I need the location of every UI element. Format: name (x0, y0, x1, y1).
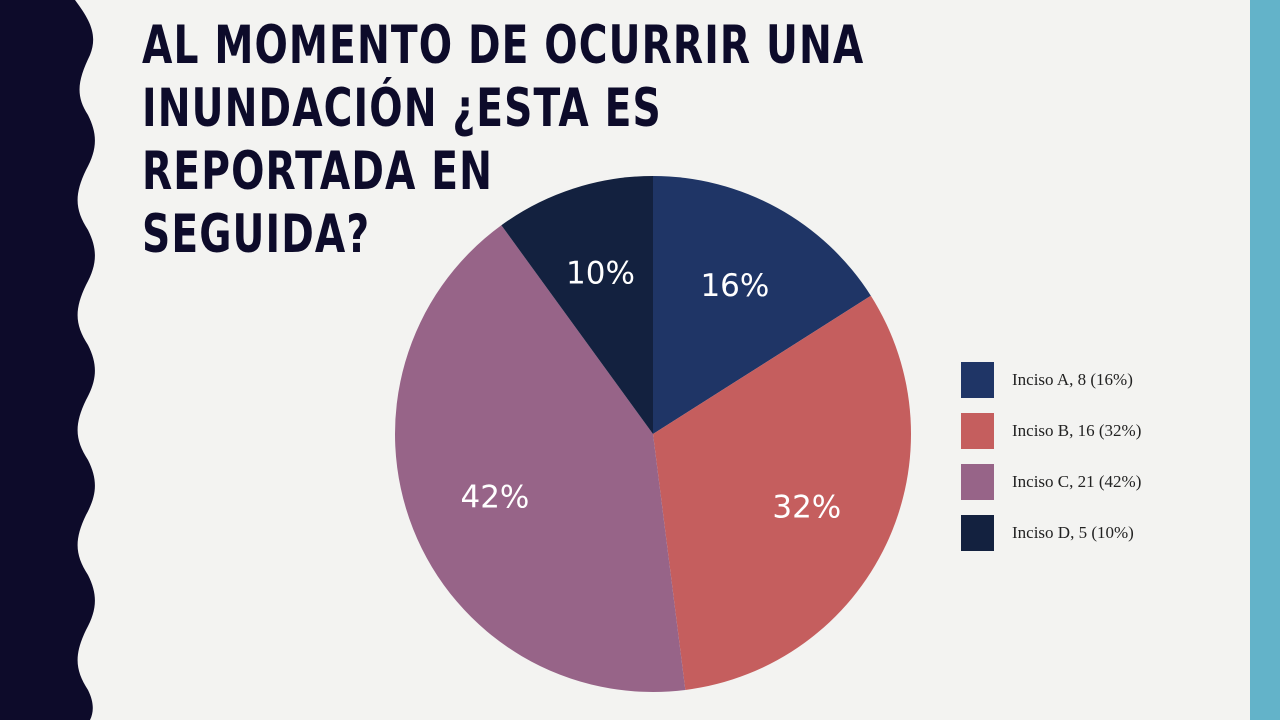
pie-slice-d (501, 176, 653, 434)
wave-shape (0, 0, 95, 720)
legend-swatch-b (961, 413, 994, 449)
legend-swatch-c (961, 464, 994, 500)
slice-label-b: 32% (772, 489, 841, 525)
legend-swatch-d (961, 515, 994, 551)
chart-legend: Inciso A, 8 (16%) Inciso B, 16 (32%) Inc… (961, 362, 1141, 566)
slide-title: AL MOMENTO DE OCURRIR UNA INUNDACIÓN ¿ES… (142, 15, 865, 265)
slice-label-c: 42% (460, 480, 529, 516)
legend-item-d: Inciso D, 5 (10%) (961, 515, 1141, 551)
legend-label-a: Inciso A, 8 (16%) (1012, 370, 1133, 389)
wavy-left-band (0, 0, 95, 720)
legend-swatch-a (961, 362, 994, 398)
slice-label-d: 10% (566, 255, 635, 291)
pie-slice-a (653, 176, 871, 434)
legend-item-a: Inciso A, 8 (16%) (961, 362, 1141, 398)
legend-label-b: Inciso B, 16 (32%) (1012, 421, 1142, 440)
slice-label-a: 16% (700, 268, 769, 304)
legend-item-c: Inciso C, 21 (42%) (961, 464, 1141, 500)
legend-label-c: Inciso C, 21 (42%) (1012, 472, 1142, 491)
right-accent-bar (1250, 0, 1280, 720)
pie-slice-c (395, 225, 686, 692)
legend-label-d: Inciso D, 5 (10%) (1012, 523, 1134, 542)
legend-item-b: Inciso B, 16 (32%) (961, 413, 1141, 449)
pie-slice-b (653, 295, 911, 690)
